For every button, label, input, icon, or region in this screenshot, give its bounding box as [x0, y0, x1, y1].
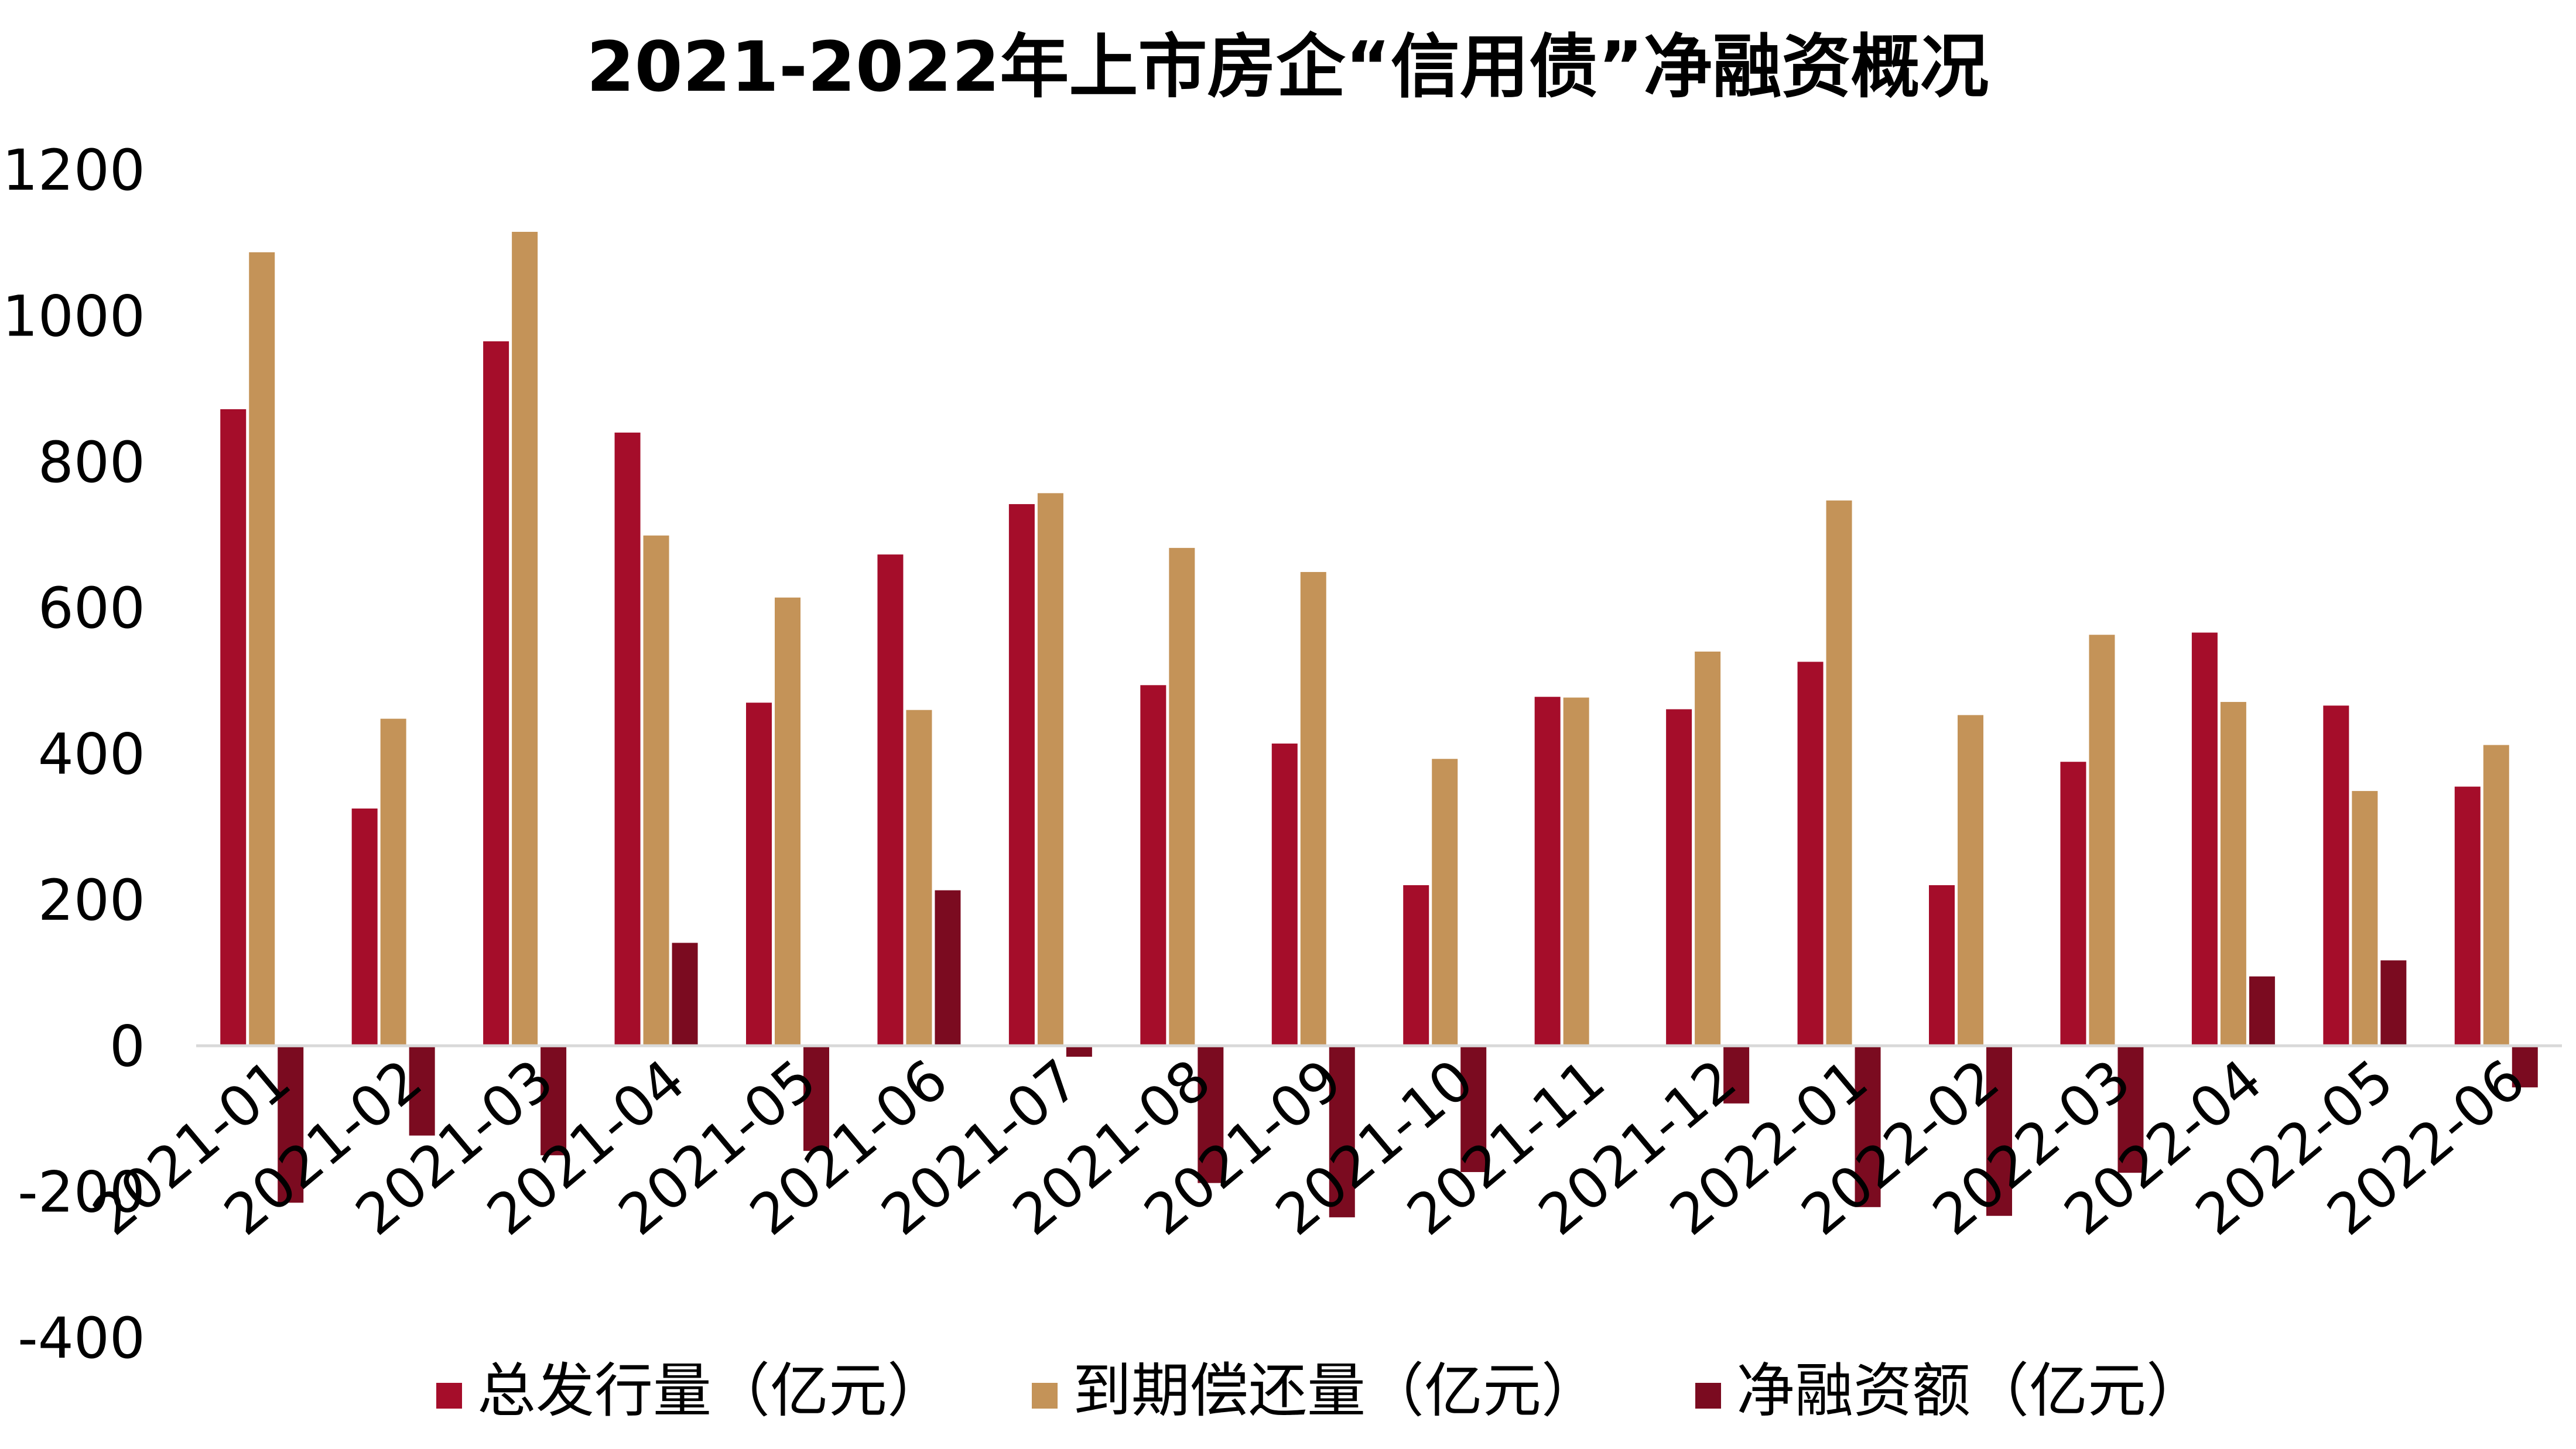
- legend: 总发行量（亿元） 到期偿还量（亿元） 净融资额（亿元）: [436, 1356, 2205, 1425]
- bar-series-3-2021-05: [803, 1046, 829, 1151]
- bar-series-3-2022-03: [2117, 1046, 2144, 1173]
- y-tick-label: -400: [18, 1306, 145, 1371]
- y-tick-label: 1000: [2, 283, 145, 349]
- bar-series-1-2021-05: [746, 703, 772, 1046]
- bar-series-1-2021-04: [614, 432, 641, 1046]
- bar-series-2-2021-10: [1432, 759, 1458, 1046]
- bar-series-2-2021-05: [775, 597, 800, 1046]
- legend-label: 到期偿还量（亿元）: [1073, 1356, 1600, 1425]
- bar-series-1-2021-03: [483, 341, 509, 1046]
- bar-series-3-2021-12: [1723, 1046, 1750, 1104]
- bar-series-1-2022-05: [2323, 705, 2349, 1046]
- bar-series-1-2021-10: [1403, 885, 1429, 1046]
- legend-label: 净融资额（亿元）: [1736, 1356, 2205, 1425]
- bar-series-2-2021-09: [1300, 572, 1326, 1046]
- bar-series-2-2022-06: [2483, 745, 2509, 1046]
- bar-series-2-2021-03: [512, 231, 538, 1046]
- y-axis: 1200 1000 800 600 400 200 0 -200 -400: [2, 138, 145, 1371]
- bar-series-2-2021-04: [643, 535, 669, 1046]
- bar-series-1-2022-04: [2191, 632, 2218, 1046]
- legend-label: 总发行量（亿元）: [477, 1356, 946, 1425]
- legend-swatch: [1695, 1383, 1721, 1409]
- bar-series-2-2022-04: [2220, 701, 2246, 1046]
- bar-series-1-2021-08: [1140, 685, 1166, 1046]
- y-tick-label: -200: [18, 1160, 145, 1225]
- bar-series-1-2021-12: [1666, 709, 1692, 1046]
- bar-series-3-2021-07: [1066, 1046, 1092, 1057]
- bar-series-1-2022-03: [2060, 762, 2086, 1046]
- bar-series-2-2022-05: [2352, 791, 2378, 1046]
- bar-series-3-2021-03: [540, 1046, 567, 1156]
- bar-series-1-2022-06: [2454, 786, 2481, 1046]
- bar-series-3-2021-10: [1460, 1046, 1487, 1172]
- bar-series-3-2021-09: [1329, 1046, 1355, 1218]
- legend-swatch: [436, 1383, 462, 1409]
- bar-series-2-2021-08: [1169, 547, 1195, 1046]
- y-tick-label: 600: [38, 576, 145, 641]
- bar-series-2-2021-01: [249, 252, 275, 1046]
- bar-series-1-2022-02: [1929, 885, 1955, 1046]
- bar-series-3-2022-05: [2380, 960, 2407, 1046]
- y-tick-label: 800: [38, 430, 145, 495]
- bar-series-3-2022-02: [1986, 1046, 2012, 1216]
- bar-series-2-2021-07: [1037, 493, 1063, 1046]
- bar-series-1-2021-09: [1271, 744, 1298, 1046]
- bar-series-2-2022-02: [1958, 715, 1983, 1046]
- bar-series-2-2021-06: [906, 710, 932, 1046]
- bar-series-1-2021-07: [1008, 504, 1035, 1046]
- bar-series-3-2021-06: [935, 890, 961, 1046]
- bar-series-2-2021-11: [1563, 697, 1589, 1046]
- y-tick-label: 1200: [2, 138, 145, 203]
- bar-series-1-2021-06: [877, 554, 904, 1046]
- legend-swatch: [1032, 1383, 1058, 1409]
- bar-series-1-2022-01: [1797, 662, 1824, 1046]
- bar-series-3-2021-04: [672, 943, 698, 1046]
- bar-series-3-2021-01: [278, 1046, 304, 1203]
- y-tick-label: 400: [38, 722, 145, 787]
- bar-series-1-2021-01: [220, 409, 247, 1046]
- chart-title: 2021-2022年上市房企“信用债”净融资概况: [587, 26, 1989, 107]
- y-tick-label: 200: [38, 868, 145, 933]
- x-axis: 2021-012021-022021-032021-042021-052021-…: [81, 1047, 2537, 1248]
- bar-series-3-2022-04: [2249, 976, 2275, 1046]
- bar-series-2-2021-02: [380, 718, 406, 1046]
- bar-series-3-2021-02: [409, 1046, 435, 1136]
- bar-series-3-2022-01: [1855, 1046, 1881, 1207]
- bar-series-1-2021-02: [351, 809, 378, 1046]
- bar-series-3-2021-08: [1198, 1046, 1224, 1183]
- bar-series-3-2022-06: [2512, 1046, 2538, 1088]
- bars: [220, 231, 2538, 1218]
- bar-series-2-2022-03: [2089, 635, 2115, 1046]
- bar-series-1-2021-11: [1534, 697, 1561, 1046]
- y-tick-label: 0: [110, 1013, 145, 1079]
- bar-series-2-2022-01: [1826, 500, 1852, 1046]
- bar-series-2-2021-12: [1695, 651, 1721, 1046]
